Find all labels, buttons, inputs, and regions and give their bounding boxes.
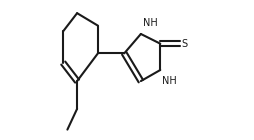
Text: NH: NH (143, 18, 158, 28)
Text: S: S (182, 39, 188, 49)
Text: NH: NH (162, 76, 177, 86)
